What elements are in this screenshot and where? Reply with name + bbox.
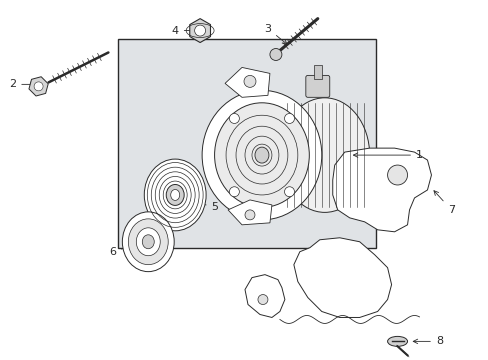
Text: 4: 4 <box>171 26 196 36</box>
Ellipse shape <box>142 235 154 249</box>
Circle shape <box>387 165 407 185</box>
Ellipse shape <box>214 103 309 207</box>
Circle shape <box>284 187 294 197</box>
Ellipse shape <box>387 336 407 346</box>
Ellipse shape <box>170 189 179 201</box>
Polygon shape <box>244 275 285 318</box>
Bar <box>118 39 375 248</box>
Text: 2: 2 <box>9 79 35 89</box>
Ellipse shape <box>279 98 369 212</box>
Text: 7: 7 <box>433 191 454 215</box>
Polygon shape <box>227 200 271 225</box>
Text: 6: 6 <box>109 243 139 257</box>
Bar <box>313 66 321 80</box>
Ellipse shape <box>166 184 184 206</box>
Circle shape <box>269 49 281 60</box>
Text: 1: 1 <box>353 150 422 160</box>
Text: 5: 5 <box>186 199 218 212</box>
Text: 8: 8 <box>412 336 442 346</box>
Circle shape <box>244 75 255 87</box>
Polygon shape <box>224 67 269 97</box>
Polygon shape <box>293 238 391 318</box>
Text: 3: 3 <box>264 24 286 44</box>
Circle shape <box>258 294 267 305</box>
Circle shape <box>194 25 205 36</box>
Circle shape <box>284 113 294 123</box>
Circle shape <box>229 113 239 123</box>
Circle shape <box>244 210 254 220</box>
Ellipse shape <box>128 219 168 265</box>
Ellipse shape <box>122 212 174 272</box>
Polygon shape <box>332 148 430 232</box>
Circle shape <box>34 82 43 91</box>
Ellipse shape <box>144 159 205 231</box>
Ellipse shape <box>254 147 268 163</box>
Circle shape <box>229 187 239 197</box>
Ellipse shape <box>202 90 321 220</box>
Ellipse shape <box>136 228 160 256</box>
FancyBboxPatch shape <box>305 75 329 97</box>
